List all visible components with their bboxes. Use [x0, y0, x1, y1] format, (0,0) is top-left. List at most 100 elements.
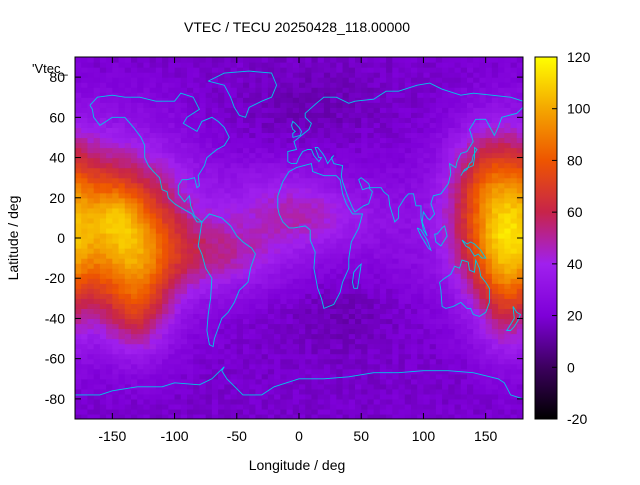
heatmap-cell: [249, 313, 256, 319]
heatmap-cell: [343, 349, 350, 355]
heatmap-cell: [430, 97, 437, 103]
heatmap-cell: [386, 374, 393, 380]
heatmap-cell: [380, 308, 387, 314]
heatmap-cell: [249, 399, 256, 405]
heatmap-cell: [125, 359, 132, 365]
heatmap-cell: [274, 82, 281, 88]
heatmap-cell: [187, 369, 194, 375]
heatmap-cell: [131, 283, 138, 289]
heatmap-cell: [94, 153, 101, 159]
heatmap-cell: [330, 409, 337, 415]
heatmap-cell: [156, 334, 163, 340]
heatmap-cell: [156, 203, 163, 209]
heatmap-cell: [274, 117, 281, 123]
heatmap-cell: [330, 82, 337, 88]
heatmap-cell: [268, 318, 275, 324]
heatmap-cell: [175, 258, 182, 264]
heatmap-cell: [206, 132, 213, 138]
heatmap-cell: [125, 399, 132, 405]
heatmap-cell: [417, 248, 424, 254]
heatmap-cell: [212, 288, 219, 294]
heatmap-cell: [243, 404, 250, 410]
heatmap-cell: [150, 288, 157, 294]
heatmap-cell: [349, 263, 356, 269]
heatmap-cell: [336, 248, 343, 254]
heatmap-cell: [274, 72, 281, 78]
heatmap-cell: [193, 228, 200, 234]
heatmap-cell: [268, 374, 275, 380]
heatmap-cell: [237, 248, 244, 254]
heatmap-cell: [224, 77, 231, 83]
heatmap-cell: [305, 339, 312, 345]
heatmap-cell: [262, 278, 269, 284]
heatmap-cell: [498, 238, 505, 244]
heatmap-cell: [255, 208, 262, 214]
heatmap-cell: [100, 208, 107, 214]
heatmap-cell: [423, 87, 430, 93]
heatmap-cell: [411, 178, 418, 184]
heatmap-cell: [399, 122, 406, 128]
heatmap-cell: [156, 253, 163, 259]
heatmap-cell: [143, 379, 150, 385]
heatmap-cell: [168, 92, 175, 98]
heatmap-cell: [411, 92, 418, 98]
heatmap-cell: [125, 153, 132, 159]
heatmap-cell: [218, 389, 225, 395]
heatmap-cell: [262, 92, 269, 98]
heatmap-cell: [231, 178, 238, 184]
heatmap-cell: [336, 389, 343, 395]
heatmap-cell: [486, 233, 493, 239]
heatmap-cell: [212, 142, 219, 148]
heatmap-cell: [467, 117, 474, 123]
heatmap-cell: [411, 72, 418, 78]
heatmap-cell: [405, 77, 412, 83]
heatmap-cell: [106, 253, 113, 259]
heatmap-cell: [455, 248, 462, 254]
heatmap-cell: [430, 178, 437, 184]
heatmap-cell: [367, 148, 374, 154]
heatmap-cell: [218, 238, 225, 244]
heatmap-cell: [330, 142, 337, 148]
heatmap-cell: [355, 148, 362, 154]
heatmap-cell: [175, 278, 182, 284]
heatmap-cell: [455, 334, 462, 340]
heatmap-cell: [343, 379, 350, 385]
heatmap-cell: [380, 283, 387, 289]
heatmap-cell: [380, 97, 387, 103]
heatmap-cell: [330, 233, 337, 239]
heatmap-cell: [299, 208, 306, 214]
heatmap-cell: [112, 228, 119, 234]
heatmap-cell: [112, 67, 119, 73]
heatmap-cell: [367, 374, 374, 380]
heatmap-cell: [455, 318, 462, 324]
heatmap-cell: [119, 334, 126, 340]
heatmap-cell: [423, 173, 430, 179]
heatmap-cell: [299, 117, 306, 123]
heatmap-cell: [237, 183, 244, 189]
heatmap-cell: [405, 213, 412, 219]
heatmap-cell: [156, 208, 163, 214]
heatmap-cell: [380, 163, 387, 169]
heatmap-cell: [349, 142, 356, 148]
heatmap-cell: [143, 57, 150, 63]
heatmap-cell: [287, 329, 294, 335]
heatmap-cell: [119, 339, 126, 345]
heatmap-cell: [343, 127, 350, 133]
heatmap-cell: [143, 313, 150, 319]
heatmap-cell: [237, 173, 244, 179]
heatmap-cell: [467, 107, 474, 113]
heatmap-cell: [137, 193, 144, 199]
heatmap-cell: [218, 158, 225, 164]
heatmap-cell: [81, 127, 88, 133]
heatmap-cell: [293, 233, 300, 239]
heatmap-cell: [206, 364, 213, 370]
heatmap-cell: [467, 389, 474, 395]
heatmap-cell: [255, 153, 262, 159]
heatmap-cell: [479, 359, 486, 365]
heatmap-cell: [218, 163, 225, 169]
heatmap-cell: [231, 323, 238, 329]
heatmap-cell: [268, 158, 275, 164]
heatmap-cell: [243, 248, 250, 254]
heatmap-cell: [411, 142, 418, 148]
heatmap-cell: [81, 178, 88, 184]
